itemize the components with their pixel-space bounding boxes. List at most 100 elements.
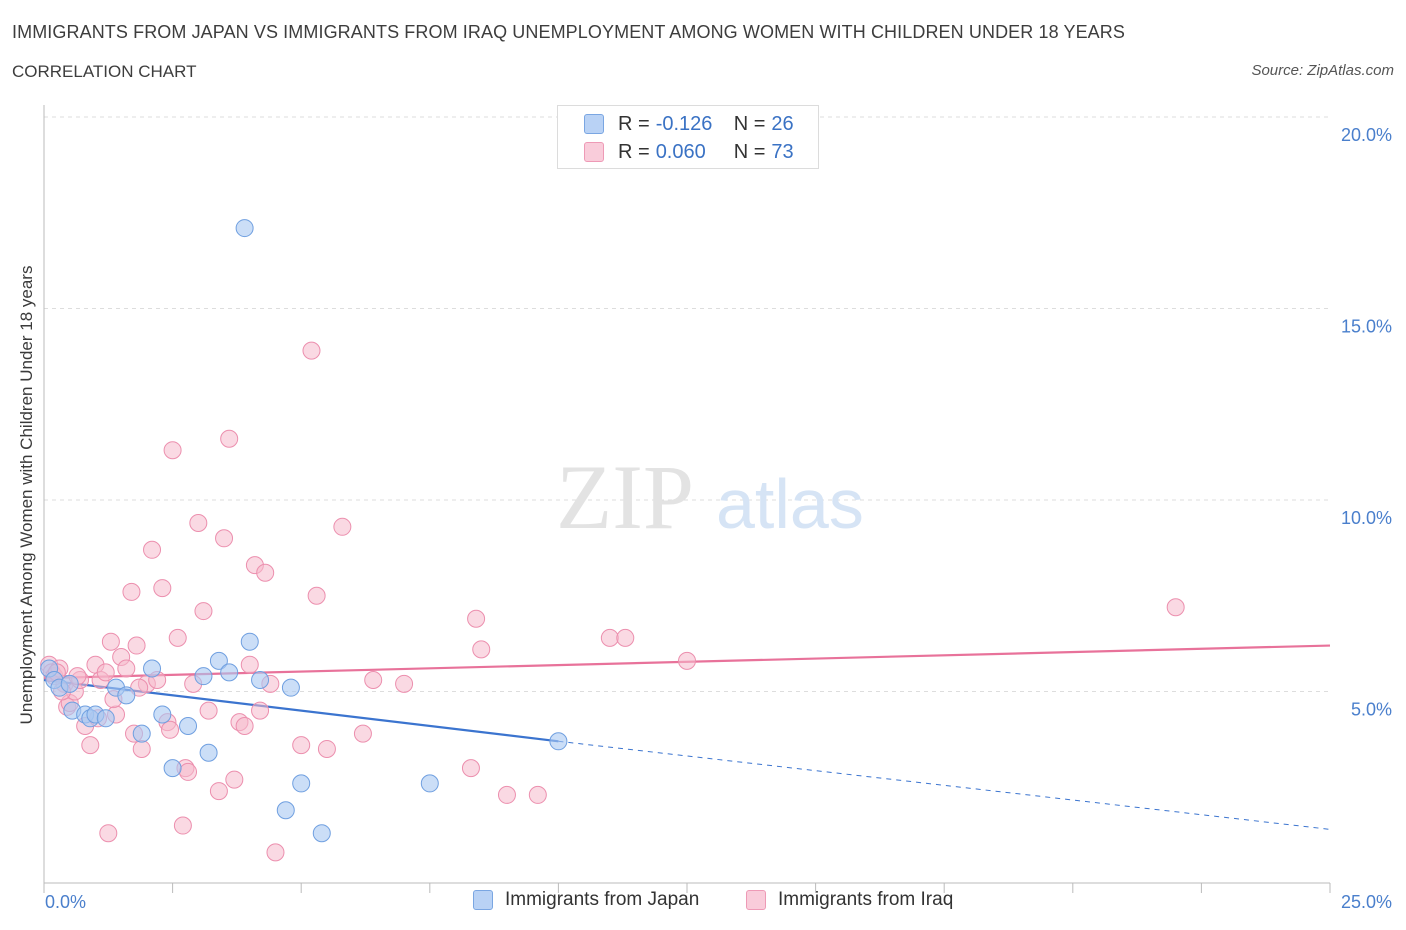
japan-point-19	[220, 663, 239, 682]
iraq-point-44	[256, 563, 275, 582]
japan-point-27	[420, 774, 439, 793]
legend-japan-swatch	[473, 890, 493, 910]
japan-point-17	[199, 743, 218, 762]
japan-point-13	[153, 705, 172, 724]
iraq-point-57	[472, 640, 491, 659]
iraq-point-26	[163, 441, 182, 460]
iraq-point-60	[600, 628, 619, 647]
iraq-point-63	[1166, 598, 1185, 617]
iraq-point-37	[220, 429, 239, 448]
iraq-point-62	[678, 651, 696, 670]
japan-point-15	[179, 716, 198, 735]
iraq-point-64	[99, 824, 118, 843]
japan-point-26	[312, 824, 331, 843]
japan-point-21	[240, 632, 259, 651]
japan-point-25	[292, 774, 311, 793]
iraq-point-48	[302, 341, 321, 360]
legend-iraq-label: Immigrants from Iraq	[778, 889, 954, 910]
legend-iraq-swatch	[746, 890, 766, 910]
japan-trend-dashed	[558, 740, 1331, 830]
y-tick-label-2: 15.0%	[1341, 317, 1392, 337]
iraq-point-38	[225, 770, 244, 789]
iraq-point-58	[497, 785, 516, 804]
y-tick-label-3: 20.0%	[1341, 125, 1392, 145]
y-tick-label-0: 5.0%	[1351, 700, 1392, 720]
iraq-point-61	[616, 628, 635, 647]
watermark-atlas: atlas	[716, 465, 864, 543]
iraq-point-19	[127, 636, 146, 655]
iraq-point-24	[153, 579, 172, 598]
japan-point-3	[60, 674, 79, 693]
y-axis-title: Unemployment Among Women with Children U…	[17, 265, 36, 725]
iraq-point-33	[194, 602, 213, 621]
gridlines	[44, 116, 1330, 692]
japan-r-value: -0.126	[655, 112, 713, 135]
points-iraq	[40, 341, 1185, 862]
iraq-r-value: 0.060	[655, 140, 706, 163]
iraq-point-14	[101, 632, 120, 651]
points-japan	[40, 219, 568, 843]
iraq-point-56	[467, 609, 486, 628]
iraq-swatch	[584, 142, 604, 162]
japan-n-value: 26	[771, 112, 794, 135]
japan-point-20	[235, 219, 254, 238]
japan-point-14	[163, 759, 182, 778]
iraq-point-34	[199, 701, 218, 720]
iraq-r-label: R =	[618, 140, 650, 163]
japan-point-22	[251, 671, 270, 690]
iraq-point-13	[96, 663, 115, 682]
iraq-point-54	[395, 674, 414, 693]
iraq-point-49	[307, 586, 326, 605]
iraq-point-18	[122, 582, 141, 601]
tick-labels: 5.0% 10.0% 15.0% 20.0% 0.0% 25.0%	[45, 125, 1392, 912]
watermark: ZIP atlas	[556, 446, 864, 548]
legend-row-japan: R = -0.126 N = 26	[584, 112, 794, 136]
iraq-point-47	[292, 736, 311, 755]
japan-point-28	[549, 732, 568, 751]
iraq-point-10	[81, 736, 100, 755]
iraq-point-51	[333, 517, 352, 536]
iraq-point-17	[117, 659, 136, 678]
iraq-point-52	[353, 724, 372, 743]
iraq-n-label: N =	[733, 140, 766, 163]
iraq-point-59	[528, 785, 547, 804]
japan-point-8	[96, 709, 115, 728]
trend-line-japan	[43, 678, 1331, 830]
chart-subtitle: CORRELATION CHART	[12, 62, 197, 81]
japan-point-10	[117, 686, 136, 705]
iraq-point-35	[209, 782, 228, 801]
iraq-point-72	[161, 720, 180, 739]
legend-item-japan[interactable]: Immigrants from Japan	[473, 889, 699, 911]
source-text: Source: ZipAtlas.com	[1251, 62, 1394, 79]
iraq-point-27	[168, 628, 187, 647]
iraq-point-50	[317, 739, 336, 758]
legend-series: Immigrants from Japan Immigrants from Ir…	[0, 889, 1406, 915]
japan-n-label: N =	[733, 112, 766, 135]
iraq-point-30	[179, 762, 198, 781]
iraq-point-53	[364, 671, 383, 690]
iraq-point-28	[173, 816, 192, 835]
legend-row-iraq: R = 0.060 N = 73	[584, 140, 794, 164]
axes	[43, 105, 1331, 893]
japan-r-label: R =	[618, 112, 650, 135]
iraq-point-36	[215, 529, 234, 548]
japan-point-12	[143, 659, 162, 678]
iraq-n-value: 73	[771, 140, 794, 163]
japan-point-23	[276, 801, 295, 820]
iraq-point-22	[143, 540, 162, 559]
watermark-zip: ZIP	[556, 446, 694, 548]
chart-title: IMMIGRANTS FROM JAPAN VS IMMIGRANTS FROM…	[12, 22, 1125, 42]
japan-point-16	[194, 667, 213, 686]
japan-point-11	[132, 724, 151, 743]
legend-stats: R = -0.126 N = 26 R = 0.060 N = 73	[557, 105, 819, 169]
iraq-point-32	[189, 513, 208, 532]
legend-item-iraq[interactable]: Immigrants from Iraq	[746, 889, 953, 911]
x-tick-label-1: 25.0%	[1341, 892, 1392, 912]
japan-point-24	[281, 678, 300, 697]
japan-swatch	[584, 114, 604, 134]
iraq-point-40	[235, 716, 254, 735]
iraq-point-46	[266, 843, 285, 862]
japan-point-18	[209, 651, 228, 670]
iraq-point-41	[240, 655, 259, 674]
